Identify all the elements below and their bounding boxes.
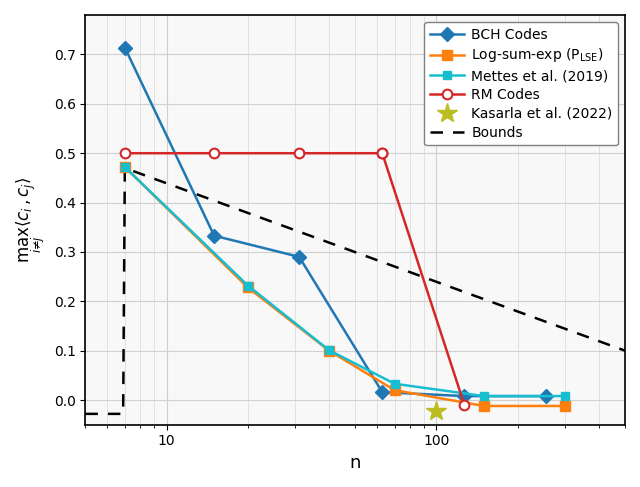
RM Codes [461,402,468,408]
Log-sum-exp ($\mathrm{P_{LSE}}$) [121,164,129,170]
RM Codes [295,150,303,156]
Line: Log-sum-exp ($\mathrm{P_{LSE}}$): Log-sum-exp ($\mathrm{P_{LSE}}$) [120,162,570,411]
BCH Codes [542,393,550,399]
BCH Codes [461,393,468,399]
Log-sum-exp ($\mathrm{P_{LSE}}$) [244,284,252,290]
Log-sum-exp ($\mathrm{P_{LSE}}$) [561,403,569,409]
Log-sum-exp ($\mathrm{P_{LSE}}$) [325,348,333,354]
Bounds [536,317,543,322]
RM Codes [121,150,129,156]
Mettes et al. (2019) [561,393,569,399]
Log-sum-exp ($\mathrm{P_{LSE}}$) [391,387,399,393]
Bounds [246,211,254,217]
Mettes et al. (2019) [121,164,129,170]
BCH Codes [121,45,129,51]
Mettes et al. (2019) [325,347,333,353]
BCH Codes [378,389,386,395]
Legend: BCH Codes, Log-sum-exp ($\mathrm{P_{LSE}}$), Mettes et al. (2019), RM Codes, Kas: BCH Codes, Log-sum-exp ($\mathrm{P_{LSE}… [424,22,618,145]
Bounds [367,255,375,261]
Bounds [621,348,629,354]
Mettes et al. (2019) [244,282,252,288]
Bounds [121,165,129,171]
Line: RM Codes: RM Codes [120,149,469,410]
BCH Codes [295,254,303,260]
Bounds [611,344,619,350]
Log-sum-exp ($\mathrm{P_{LSE}}$) [480,403,488,409]
Y-axis label: $\max_{i \neq j} \langle c_i, c_j \rangle$: $\max_{i \neq j} \langle c_i, c_j \rangl… [15,176,48,263]
BCH Codes [211,233,218,239]
Bounds [382,261,390,266]
RM Codes [378,150,386,156]
RM Codes [378,150,386,156]
X-axis label: n: n [349,454,361,472]
RM Codes [211,150,218,156]
Mettes et al. (2019) [391,381,399,387]
Line: Mettes et al. (2019): Mettes et al. (2019) [118,161,572,402]
Line: BCH Codes: BCH Codes [120,43,551,401]
Bounds [81,411,89,417]
Line: Bounds: Bounds [85,168,625,414]
Mettes et al. (2019) [480,393,488,399]
Bounds [422,275,430,281]
